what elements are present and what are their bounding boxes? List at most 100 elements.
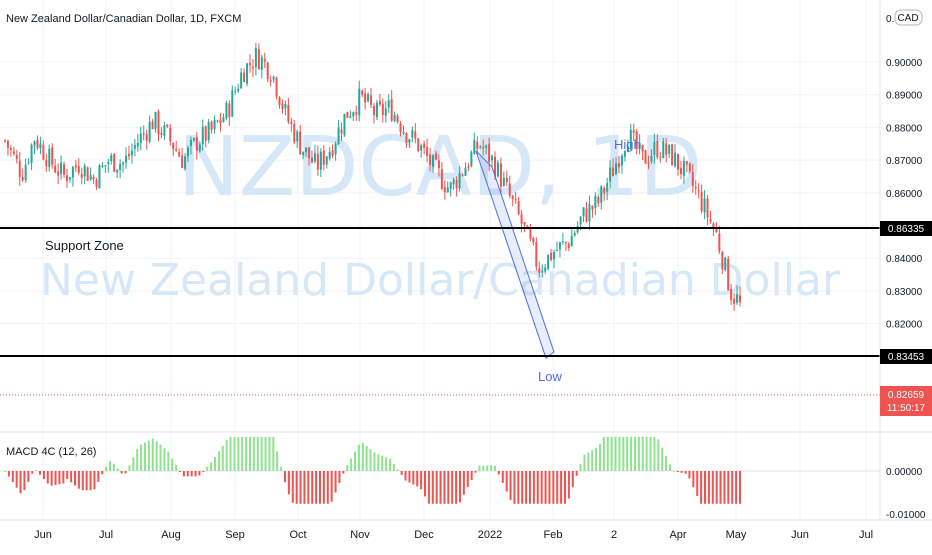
candle-body bbox=[319, 151, 322, 170]
macd-bar bbox=[268, 436, 271, 471]
candle-body bbox=[281, 103, 284, 110]
macd-bar bbox=[272, 436, 275, 471]
macd-bar bbox=[252, 436, 255, 471]
macd-bar bbox=[447, 471, 450, 504]
macd-bar bbox=[731, 471, 734, 504]
macd-bar bbox=[630, 436, 633, 471]
support-zone-label[interactable]: Support Zone bbox=[45, 238, 124, 253]
macd-bar bbox=[478, 465, 481, 471]
candle-body bbox=[674, 152, 677, 167]
candle-body bbox=[434, 153, 437, 160]
candle-body bbox=[6, 140, 9, 148]
macd-bar bbox=[186, 471, 189, 477]
price-tick-label: 0.83000 bbox=[886, 287, 923, 298]
macd-bar bbox=[404, 471, 407, 481]
macd-bar bbox=[50, 471, 53, 486]
candle-body bbox=[558, 242, 561, 250]
candle-body bbox=[653, 142, 656, 156]
macd-label: MACD 4C (12, 26) bbox=[6, 446, 96, 458]
resistance-price-label: 0.86335 bbox=[888, 224, 925, 235]
candle-body bbox=[216, 120, 219, 122]
candle-body bbox=[163, 125, 166, 136]
macd-bar bbox=[606, 436, 609, 471]
macd-bar bbox=[319, 471, 321, 504]
price-tick-label: 0.89000 bbox=[886, 91, 923, 102]
candle-body bbox=[116, 169, 119, 173]
candle-body bbox=[440, 169, 443, 189]
macd-bar bbox=[431, 471, 434, 504]
candle-body bbox=[446, 187, 449, 193]
candle-body bbox=[184, 156, 187, 169]
macd-bar bbox=[657, 439, 660, 471]
candle-body bbox=[682, 160, 685, 176]
candle-body bbox=[677, 153, 680, 170]
macd-bar bbox=[525, 471, 528, 504]
candle-body bbox=[278, 97, 281, 105]
candle-body bbox=[246, 63, 249, 84]
candle-body bbox=[617, 163, 620, 168]
macd-bar bbox=[276, 451, 279, 471]
macd-bar bbox=[338, 471, 341, 484]
candle-body bbox=[739, 295, 741, 303]
candle-body bbox=[505, 177, 508, 183]
macd-bar bbox=[179, 471, 181, 472]
candle-body bbox=[154, 112, 157, 130]
macd-bar bbox=[614, 436, 617, 471]
macd-bar bbox=[529, 471, 531, 504]
candle-body bbox=[635, 131, 638, 149]
macd-bar bbox=[486, 465, 489, 471]
macd-tick-label: -0.01000 bbox=[886, 510, 926, 521]
price-axis[interactable]: 0.900000.890000.880000.870000.860000.850… bbox=[886, 58, 926, 521]
high-label[interactable]: High bbox=[614, 137, 641, 152]
descending-channel[interactable] bbox=[475, 150, 555, 359]
candle-body bbox=[399, 123, 402, 132]
candle-body bbox=[148, 121, 151, 142]
macd-bar bbox=[81, 471, 84, 491]
candle-body bbox=[488, 143, 491, 162]
candle-body bbox=[367, 94, 370, 102]
candle-body bbox=[98, 165, 101, 189]
price-tick-label: 0.84000 bbox=[886, 254, 923, 265]
candle-body bbox=[57, 171, 60, 176]
candle-body bbox=[417, 138, 420, 152]
macd-bar bbox=[424, 471, 426, 497]
candle-body bbox=[588, 204, 591, 222]
macd-bar bbox=[455, 471, 458, 504]
candle-body bbox=[133, 144, 136, 149]
time-axis[interactable]: Jun Jul Aug Sep Oct Nov Dec 2022 Feb 2 Apr May Jun Ju… bbox=[34, 529, 873, 541]
macd-bar bbox=[136, 449, 139, 471]
candle-body bbox=[249, 62, 251, 65]
candle-body bbox=[125, 155, 128, 163]
candle-body bbox=[700, 191, 703, 212]
candle-body bbox=[706, 198, 709, 218]
candle-body bbox=[429, 154, 432, 165]
candle-body bbox=[104, 165, 107, 167]
macd-bar bbox=[190, 471, 193, 477]
candle-body bbox=[691, 172, 694, 187]
macd-bar bbox=[311, 471, 314, 504]
candle-body bbox=[464, 167, 467, 176]
candle-body bbox=[296, 131, 299, 142]
currency-badge[interactable] bbox=[894, 9, 923, 26]
macd-bar bbox=[637, 436, 640, 471]
macd-bar bbox=[116, 468, 119, 471]
grid-lines bbox=[0, 0, 880, 520]
candle-body bbox=[496, 162, 499, 177]
candle-body bbox=[175, 149, 178, 151]
price-tick-label: 0.86000 bbox=[886, 189, 923, 200]
macd-bar bbox=[707, 471, 710, 504]
candle-body bbox=[656, 141, 659, 158]
candle-body bbox=[302, 151, 305, 155]
low-label[interactable]: Low bbox=[538, 369, 562, 384]
candle-body bbox=[355, 112, 358, 115]
macd-bar bbox=[466, 471, 469, 488]
macd-bar bbox=[435, 471, 438, 504]
candle-body bbox=[210, 121, 213, 130]
candle-body bbox=[372, 105, 375, 116]
resistance-price-tag bbox=[880, 221, 932, 236]
candle-body bbox=[130, 150, 133, 156]
macd-bar bbox=[31, 471, 34, 474]
candle-body bbox=[157, 111, 160, 135]
